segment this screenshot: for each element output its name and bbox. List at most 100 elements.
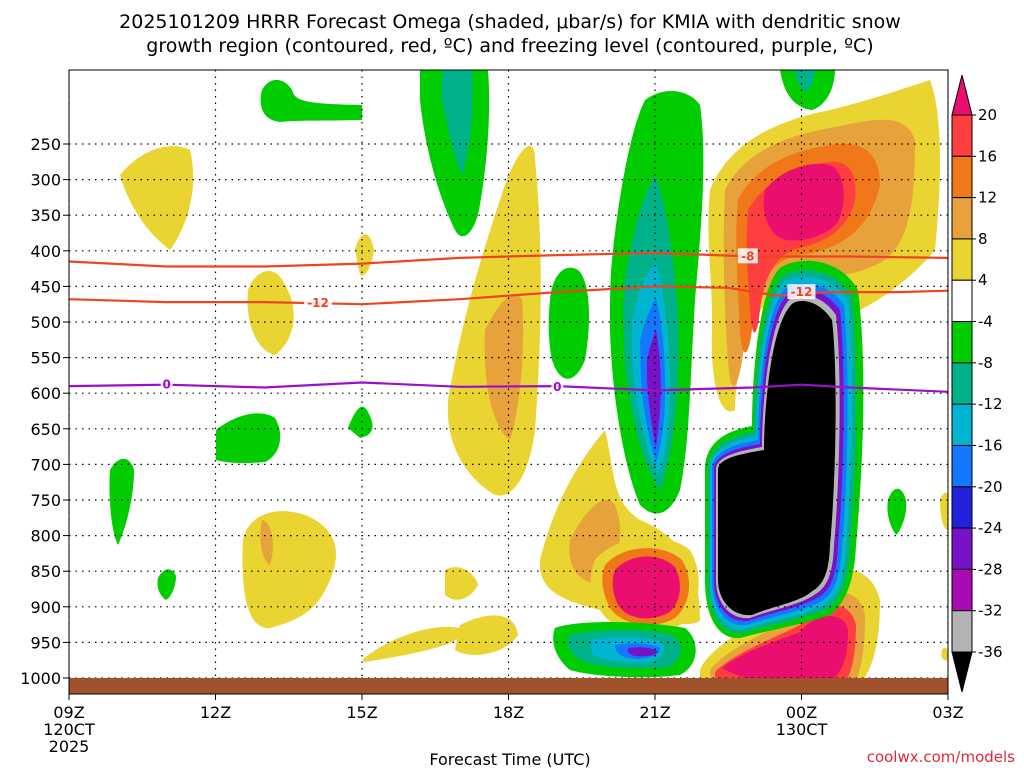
colorbar-label: -24	[978, 519, 1003, 537]
y-tick-label: 500	[30, 313, 61, 332]
y-tick-label: 250	[30, 135, 61, 154]
contour-label-background	[304, 295, 333, 311]
colorbar-swatch	[951, 362, 973, 405]
omega-negative-core	[718, 301, 836, 616]
colorbar-label: -12	[978, 395, 1003, 413]
colorbar-swatch	[951, 155, 973, 199]
omega-positive-area	[247, 271, 294, 355]
x-tick-label: 130CT	[776, 720, 828, 739]
colorbar-swatch	[951, 486, 973, 529]
colorbar-label: -32	[978, 602, 1003, 620]
colorbar: 20 16 12 8 4 -4 -8 -12 -16 -20 -24 -28 -32 -36	[951, 74, 1003, 693]
x-tick-label: 120CT	[43, 720, 95, 739]
omega-negative-area	[157, 569, 176, 600]
omega-positive-area	[362, 626, 462, 662]
contour-label-background	[551, 378, 564, 394]
omega-positive-area	[120, 146, 194, 250]
contour-label: -8	[741, 249, 754, 263]
colorbar-label: -28	[978, 560, 1003, 578]
colorbar-swatch	[951, 321, 973, 364]
y-tick-label: 550	[30, 349, 61, 368]
contour-label: -12	[791, 285, 813, 299]
colorbar-label: 4	[978, 271, 988, 289]
x-tick-label: 18Z	[493, 703, 524, 722]
x-axis-label: Forecast Time (UTC)	[429, 750, 590, 768]
omega-positive-area	[355, 234, 374, 276]
contour-label: 0	[162, 378, 170, 392]
y-tick-label: 600	[30, 384, 61, 403]
colorbar-swatch	[951, 114, 973, 157]
contour-label-background	[737, 248, 758, 264]
x-tick-label: 00Z	[786, 703, 817, 722]
omega-negative-area	[627, 647, 658, 657]
omega-positive-area	[445, 567, 478, 600]
omega-negative-area	[548, 267, 590, 379]
colorbar-label: -36	[978, 643, 1003, 661]
omega-negative-area	[216, 413, 281, 464]
colorbar-swatch	[951, 197, 973, 240]
colorbar-label: -16	[978, 436, 1003, 454]
ground-surface	[69, 678, 948, 694]
omega-positive-area	[612, 556, 680, 619]
omega-positive-area	[941, 647, 948, 661]
omega-negative-area	[647, 330, 661, 448]
omega-positive-area	[484, 294, 524, 440]
omega-negative-area	[109, 458, 134, 545]
omega-negative-area	[348, 406, 373, 438]
x-tick-label: 03Z	[932, 703, 963, 722]
temperature-contours: -8 -12 -12 0 0	[69, 248, 948, 394]
colorbar-label: -4	[978, 313, 993, 331]
omega-positive-area	[940, 492, 948, 530]
chart-title-line-2: growth region (contoured, red, ºC) and f…	[146, 35, 873, 57]
y-axis: 250 300 350 400 450 500 550 600 650 700 750 800 850 9…	[20, 135, 69, 688]
colorbar-swatch	[951, 403, 973, 446]
omega-shading	[109, 70, 948, 694]
colorbar-cap-top	[951, 74, 973, 116]
colorbar-cap-bottom	[951, 651, 973, 693]
plot-area: -8 -12 -12 0 0	[69, 70, 948, 694]
contour-line	[69, 285, 948, 306]
y-tick-label: 700	[30, 455, 61, 474]
x-tick-label: 2025	[49, 737, 90, 756]
colorbar-label: -8	[978, 354, 993, 372]
y-tick-label: 750	[30, 491, 61, 510]
y-tick-label: 850	[30, 562, 61, 581]
omega-negative-area	[442, 70, 473, 175]
y-tick-label: 450	[30, 277, 61, 296]
colorbar-label: 20	[978, 106, 997, 124]
colorbar-swatch	[951, 610, 973, 653]
x-tick-label: 12Z	[200, 703, 231, 722]
colorbar-label: 12	[978, 189, 997, 207]
contour-label: 0	[553, 380, 561, 394]
contour-label-background	[787, 284, 816, 300]
chart-title-line-1: 2025101209 HRRR Forecast Omega (shaded, …	[119, 11, 901, 33]
y-tick-label: 1000	[20, 669, 61, 688]
colorbar-swatch	[951, 527, 973, 570]
credit-link[interactable]: coolwx.com/models	[867, 748, 1015, 766]
colorbar-label: -20	[978, 478, 1003, 496]
y-tick-label: 300	[30, 171, 61, 190]
y-tick-label: 950	[30, 633, 61, 652]
colorbar-swatch	[951, 279, 973, 323]
y-tick-label: 650	[30, 420, 61, 439]
y-tick-label: 400	[30, 242, 61, 261]
colorbar-swatch	[951, 444, 973, 488]
omega-positive-area	[722, 616, 848, 685]
omega-negative-area	[795, 70, 815, 92]
y-tick-label: 350	[30, 206, 61, 225]
omega-positive-area	[455, 615, 518, 655]
colorbar-swatch	[951, 568, 973, 612]
contour-label: -12	[307, 296, 329, 310]
y-tick-label: 800	[30, 527, 61, 546]
omega-negative-area	[260, 79, 362, 122]
omega-positive-area	[763, 163, 844, 241]
colorbar-label: 16	[978, 147, 997, 165]
y-tick-label: 900	[30, 598, 61, 617]
x-tick-label: 21Z	[639, 703, 670, 722]
colorbar-swatch	[951, 238, 973, 281]
colorbar-label: 8	[978, 230, 988, 248]
contour-line	[69, 251, 948, 268]
x-tick-label: 09Z	[53, 703, 84, 722]
